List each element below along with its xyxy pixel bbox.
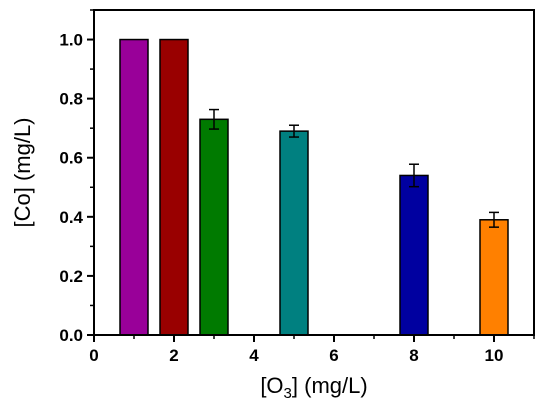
bar-1 (159, 38, 189, 336)
error-bar-2 (209, 108, 219, 130)
x-tick-label-5: 10 (485, 346, 504, 365)
error-bar-5 (489, 211, 499, 228)
x-tick-label-0: 0 (89, 346, 98, 365)
ticks-layer (87, 9, 535, 342)
y-tick-label-5: 1.0 (59, 31, 83, 50)
x-tick-label-1: 2 (169, 346, 178, 365)
x-axis-title-subscript: 3 (284, 385, 292, 402)
bars-layer (119, 38, 509, 336)
y-axis-title: [Co] (mg/L) (10, 117, 35, 227)
x-tick-label-2: 4 (249, 346, 259, 365)
error-bar-3 (289, 124, 299, 138)
y-tick-label-4: 0.8 (59, 90, 83, 109)
error-bar-4 (409, 163, 419, 188)
bar-0 (119, 38, 149, 336)
x-tick-label-4: 8 (409, 346, 418, 365)
y-tick-label-2: 0.4 (59, 208, 83, 227)
x-axis-title: [O3] (mg/L) (260, 373, 367, 402)
x-axis-title-rest: ] (mg/L) (292, 373, 368, 398)
bar-4 (399, 174, 429, 336)
bar-3 (279, 130, 309, 336)
x-axis-title-main: [O (260, 373, 283, 398)
tick-labels-layer: 0 2 4 6 8 10 0.0 0.2 0.4 0.6 0.8 1.0 (59, 31, 503, 365)
plot-frame (93, 9, 535, 336)
y-tick-label-1: 0.2 (59, 267, 83, 286)
bar-2 (199, 118, 229, 336)
error-bars-layer (209, 108, 499, 228)
y-tick-label-0: 0.0 (59, 326, 83, 345)
y-tick-label-3: 0.6 (59, 149, 83, 168)
bar-5 (479, 219, 509, 336)
x-tick-label-3: 6 (329, 346, 338, 365)
